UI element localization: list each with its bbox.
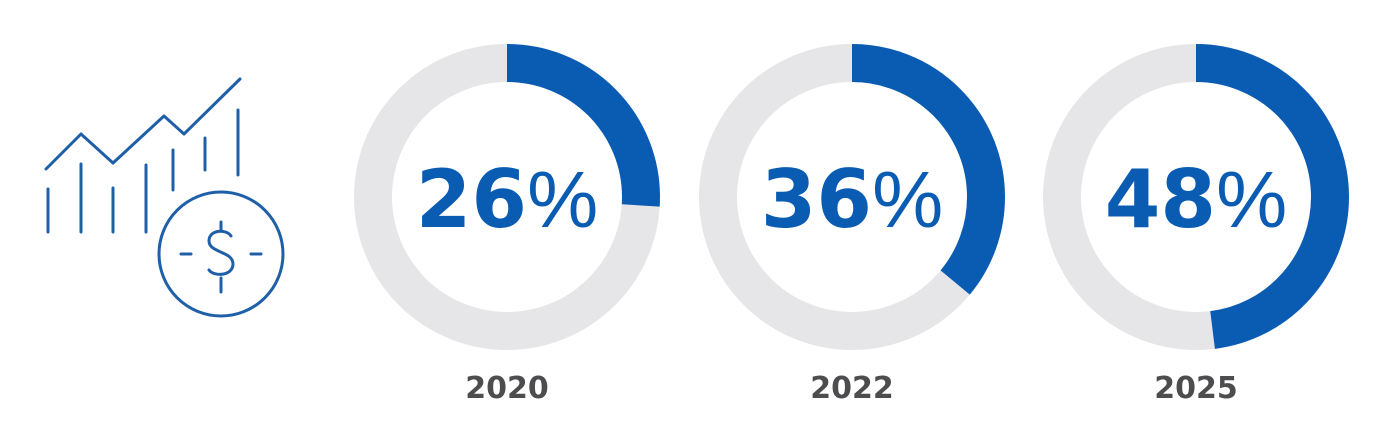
donut-2022: 36% 2022	[699, 44, 1005, 406]
percent-label: 26%	[416, 153, 598, 246]
percent-sign: %	[527, 155, 598, 244]
percent-label: 48%	[1105, 153, 1287, 246]
donut-charts: 26% 2020 36% 2022 48% 2025	[354, 44, 1349, 406]
growth-chart-dollar-icon	[44, 77, 285, 318]
percent-label: 36%	[761, 153, 943, 246]
donut-2020: 26% 2020	[354, 44, 660, 406]
donut-value-arc	[354, 44, 660, 350]
donut-2025: 48% 2025	[1043, 44, 1349, 406]
donut-value-arc	[1043, 44, 1349, 350]
year-label: 2022	[810, 371, 894, 406]
percent-sign: %	[1216, 155, 1287, 244]
percent-value: 26	[416, 153, 527, 246]
donut-value-arc	[699, 44, 1005, 350]
percent-value: 36	[761, 153, 872, 246]
percent-value: 48	[1105, 153, 1216, 246]
percent-sign: %	[872, 155, 943, 244]
year-label: 2020	[465, 371, 549, 406]
year-label: 2025	[1154, 371, 1238, 406]
